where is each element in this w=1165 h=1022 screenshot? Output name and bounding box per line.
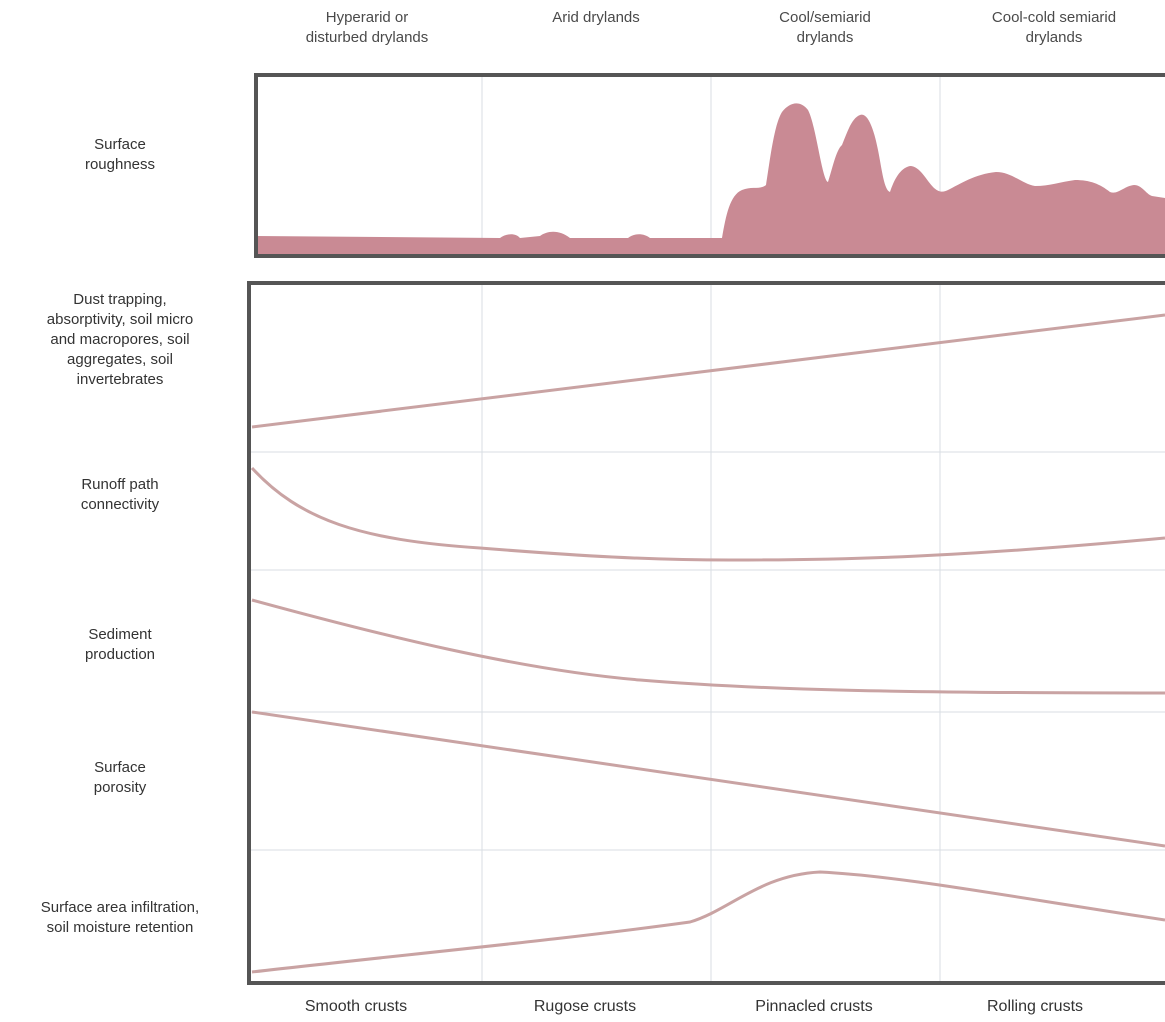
column-header-hyperarid: Hyperarid or disturbed drylands [305, 9, 429, 46]
surface-roughness-profile [256, 103, 1165, 256]
row-label-surface-porosity: Surface porosity [93, 759, 147, 796]
row-label-runoff-connectivity: Runoff path connectivity [80, 476, 160, 513]
row-label-infiltration: Surface area infiltration, soil moisture… [40, 899, 200, 936]
surface-porosity-curve [251, 710, 1165, 848]
runoff-connectivity-curve [250, 466, 1165, 562]
sediment-production-curve [251, 598, 1165, 695]
row-label-dust-trapping: Dust trapping, absorptivity, soil micro … [46, 291, 194, 388]
crust-type-pinnacled: Pinnacled crusts [755, 998, 873, 1015]
roughness-panel-frame [254, 73, 1165, 258]
crust-type-rugose: Rugose crusts [533, 998, 637, 1015]
infiltration-curve [251, 870, 1165, 974]
row-label-surface-roughness: Surface roughness [84, 136, 156, 173]
column-header-cool-semiarid: Cool/semiarid drylands [779, 9, 871, 46]
column-header-cool-cold-semiarid: Cool-cold semiarid drylands [991, 9, 1117, 46]
row-label-sediment-production: Sediment production [84, 626, 156, 663]
main-panel [247, 281, 1165, 985]
main-panel-frame [247, 281, 1165, 985]
crust-type-rolling: Rolling crusts [986, 998, 1084, 1015]
crust-type-smooth: Smooth crusts [304, 998, 408, 1015]
column-header-arid: Arid drylands [552, 9, 640, 26]
roughness-panel [254, 73, 1165, 258]
dust-trapping-curve [251, 313, 1165, 429]
